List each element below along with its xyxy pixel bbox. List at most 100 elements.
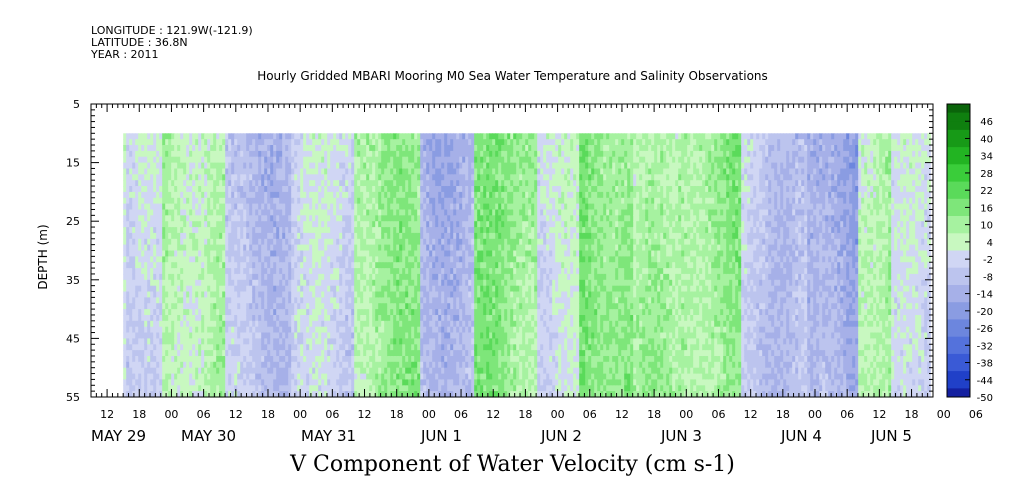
heatmap-cell <box>336 174 340 181</box>
heatmap-cell <box>246 215 250 222</box>
heatmap-cell <box>336 326 340 334</box>
heatmap-cell <box>348 180 352 187</box>
heatmap-cell <box>414 367 418 375</box>
heatmap-cell <box>432 332 436 339</box>
heatmap-cell <box>255 279 259 287</box>
heatmap-cell <box>399 221 403 228</box>
heatmap-cell <box>339 186 343 193</box>
heatmap-cell <box>147 303 151 310</box>
heatmap-cell <box>126 232 130 240</box>
heatmap-cell <box>270 244 274 252</box>
heatmap-cell <box>207 315 211 322</box>
heatmap-cell <box>210 227 214 234</box>
heatmap-cell <box>387 209 391 216</box>
heatmap-cell <box>240 291 244 298</box>
heatmap-cell <box>252 273 256 281</box>
heatmap-cell <box>264 391 268 398</box>
heatmap-cell <box>171 150 175 158</box>
heatmap-cell <box>309 385 313 392</box>
heatmap-cell <box>315 356 319 363</box>
heatmap-cell <box>321 209 325 216</box>
heatmap-cell <box>270 221 274 228</box>
heatmap-cell <box>144 367 148 375</box>
heatmap-cell <box>243 344 247 351</box>
heatmap-cell <box>192 256 196 263</box>
heatmap-cell <box>441 250 445 257</box>
heatmap-cell <box>204 197 208 205</box>
heatmap-cell <box>399 291 403 298</box>
heatmap-cell <box>336 244 340 252</box>
heatmap-cell <box>402 203 406 211</box>
heatmap-cell <box>258 250 262 257</box>
heatmap-cell <box>165 385 169 392</box>
heatmap-cell <box>351 180 355 187</box>
heatmap-cell <box>369 133 373 140</box>
heatmap-cell <box>336 156 340 164</box>
heatmap-cell <box>171 273 175 281</box>
heatmap-cell <box>123 174 127 181</box>
heatmap-cell <box>180 139 184 146</box>
heatmap-cell <box>393 309 397 316</box>
heatmap-cell <box>327 273 331 281</box>
heatmap-cell <box>351 156 355 164</box>
heatmap-cell <box>384 191 388 199</box>
heatmap-cell <box>342 361 346 369</box>
heatmap-cell <box>243 391 247 398</box>
heatmap-cell <box>426 209 430 216</box>
heatmap-cell <box>306 385 310 392</box>
heatmap-cell <box>204 227 208 234</box>
heatmap-cell <box>273 391 277 398</box>
heatmap-cell <box>366 162 370 170</box>
heatmap-cell <box>333 303 337 310</box>
heatmap-cell <box>432 139 436 146</box>
heatmap-cell <box>345 379 349 386</box>
heatmap-cell <box>234 180 238 187</box>
heatmap-cell <box>198 367 202 375</box>
heatmap-cell <box>297 186 301 193</box>
heatmap-cell <box>192 356 196 363</box>
heatmap-cell <box>438 156 442 164</box>
heatmap-cell <box>327 303 331 310</box>
heatmap-cell <box>345 344 349 351</box>
heatmap-cell <box>348 227 352 234</box>
heatmap-cell <box>234 232 238 240</box>
heatmap-cell <box>426 250 430 257</box>
heatmap-cell <box>255 191 259 199</box>
heatmap-cell <box>141 250 145 257</box>
heatmap-cell <box>249 197 253 205</box>
heatmap-cell <box>321 379 325 386</box>
heatmap-cell <box>378 338 382 345</box>
heatmap-cell <box>414 139 418 146</box>
heatmap-cell <box>429 320 433 328</box>
heatmap-cell <box>450 268 454 275</box>
heatmap-cell <box>138 350 142 357</box>
heatmap-cell <box>180 174 184 181</box>
heatmap-cell <box>171 133 175 140</box>
heatmap-cell <box>330 344 334 351</box>
heatmap-cell <box>360 344 364 351</box>
heatmap-cell <box>309 338 313 345</box>
heatmap-cell <box>402 356 406 363</box>
heatmap-cell <box>174 268 178 275</box>
heatmap-cell <box>156 174 160 181</box>
heatmap-cell <box>198 303 202 310</box>
heatmap-cell <box>378 156 382 164</box>
heatmap-cell <box>324 303 328 310</box>
heatmap-cell <box>180 256 184 263</box>
heatmap-cell <box>426 285 430 293</box>
heatmap-cell <box>231 373 235 381</box>
heatmap-cell <box>297 133 301 140</box>
heatmap-cell <box>201 285 205 293</box>
heatmap-cell <box>183 303 187 310</box>
heatmap-cell <box>351 291 355 298</box>
heatmap-cell <box>222 315 226 322</box>
heatmap-cell <box>207 139 211 146</box>
heatmap-cell <box>240 367 244 375</box>
heatmap-cell <box>291 326 295 334</box>
heatmap-cell <box>192 262 196 269</box>
heatmap-cell <box>186 174 190 181</box>
heatmap-cell <box>138 326 142 334</box>
heatmap-cell <box>216 186 220 193</box>
heatmap-cell <box>297 156 301 164</box>
heatmap-cell <box>279 291 283 298</box>
